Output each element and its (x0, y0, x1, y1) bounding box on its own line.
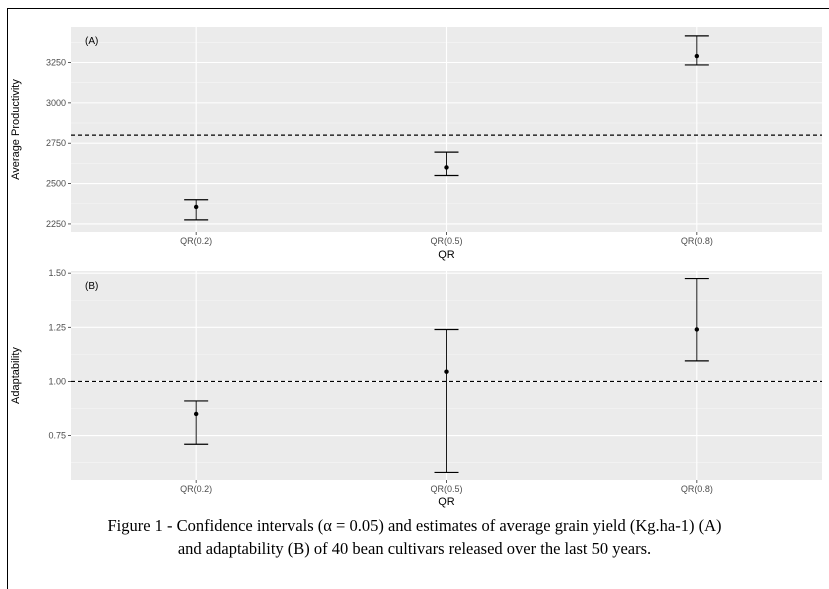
figure-frame (7, 8, 829, 589)
figure-caption: Figure 1 - Confidence intervals (α = 0.0… (0, 514, 829, 560)
error-bar (684, 277, 709, 362)
error-bar (184, 199, 209, 221)
y-tick-label: 2750 (46, 138, 66, 148)
estimate-point (193, 204, 199, 210)
figure-chart: 2250 2500 2750 3000 3250 QR(0.2) QR(0.5) QR(0.8… (10, 27, 822, 508)
y-tick-label: 1.50 (48, 268, 66, 278)
error-bar (184, 400, 209, 445)
panel-label: (A) (85, 36, 98, 47)
error-bar (434, 151, 459, 177)
y-axis-title: Average Productivity (10, 79, 22, 180)
panel-label: (B) (85, 281, 98, 292)
estimate-point (444, 369, 449, 374)
x-axis-title: QR (438, 249, 455, 261)
y-tick-label: 3250 (46, 58, 66, 68)
y-tick-label: 1.00 (48, 376, 66, 386)
y-tick-label: 1.25 (48, 322, 66, 332)
caption-line-2: and adaptability (B) of 40 bean cultivar… (177, 539, 652, 558)
x-tick-label: QR(0.8) (681, 484, 713, 494)
y-tick-label: 2250 (46, 219, 66, 229)
panel-b: 0.75 1.00 1.25 1.50 QR(0.2) QR(0.5) QR(0.8) QR A… (10, 268, 822, 508)
y-tick-label: 0.75 (48, 431, 66, 441)
x-tick-label: QR(0.2) (180, 236, 212, 246)
x-tick-label: QR(0.8) (681, 236, 713, 246)
y-tick-label: 2500 (46, 179, 66, 189)
panel-a: 2250 2500 2750 3000 3250 QR(0.2) QR(0.5) QR(0.8… (10, 27, 822, 261)
y-axis-title: Adaptability (10, 347, 22, 404)
error-bar (434, 328, 459, 474)
x-tick-label: QR(0.5) (430, 484, 462, 494)
estimate-point (193, 411, 199, 417)
y-tick-label: 3000 (46, 98, 66, 108)
caption-line-1: Figure 1 - Confidence intervals (α = 0.0… (107, 516, 722, 535)
error-bar (684, 35, 709, 66)
estimate-point (444, 165, 449, 170)
x-tick-label: QR(0.5) (430, 236, 462, 246)
x-tick-label: QR(0.2) (180, 484, 212, 494)
estimate-point (694, 327, 700, 332)
estimate-point (694, 53, 700, 59)
x-axis-title: QR (438, 496, 455, 508)
